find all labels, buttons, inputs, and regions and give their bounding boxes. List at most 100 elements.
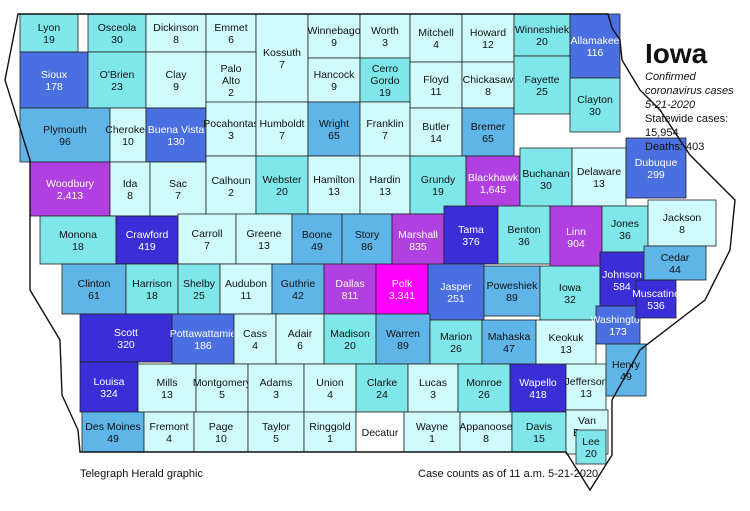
county-case-count: 7 [279,59,285,71]
county-name: Clay [165,69,187,81]
county-case-count: 1 [429,433,435,445]
county-shape [341,213,393,267]
county-name: Carroll [192,228,223,240]
county-name: Hamilton [313,174,355,186]
county-name: Muscatine [632,288,680,300]
county-name: Sioux [41,69,68,81]
county-name: Emmet [214,22,247,34]
county-case-count: 65 [328,130,340,142]
county-name: Blackhawk [468,172,519,184]
county-case-count: 19 [432,186,444,198]
county-name: Union [316,377,344,389]
county-case-count: 24 [376,389,388,401]
county-shape [323,313,377,365]
graphic-credit: Telegraph Herald graphic [80,468,203,480]
map-title: Iowa [645,38,708,69]
county-name: Osceola [98,22,137,34]
county-shape [307,57,361,103]
county-case-count: 2 [228,87,234,99]
county-name: Benton [507,224,540,236]
county-shape [255,13,309,103]
county-case-count: 36 [619,230,631,242]
county-name: Henry [612,359,641,371]
county-name: Kossuth [263,47,301,59]
county-name: Chickasaw [463,74,514,86]
county-shape [427,263,485,321]
county-case-count: 32 [564,294,576,306]
county-name: Butler [422,121,450,133]
county-case-count: 26 [478,389,490,401]
county-case-count: 8 [679,224,685,236]
county-shape [483,265,541,317]
county-case-count: 47 [503,343,515,355]
county-name: Worth [371,25,399,37]
county-name: Tama [458,224,484,236]
county-case-count: 584 [613,281,631,293]
statewide-cases: Statewide cases: 15,954 [645,113,729,139]
county-name: Hancock [314,69,356,81]
county-case-count: 25 [193,290,205,302]
county-case-count: 1 [327,433,333,445]
county-name: Lucas [419,377,447,389]
county-name: Adams [260,377,293,389]
county-case-count: 19 [43,34,55,46]
county-name: Greene [246,228,281,240]
county-case-count: 324 [100,388,118,400]
county-case-count: 15 [533,433,545,445]
county-case-count: 12 [482,39,494,51]
county-name: Linn [566,226,586,238]
county-name: Madison [330,328,370,340]
county-name: Jackson [663,212,702,224]
county-shape [79,361,139,413]
county-case-count: 7 [175,190,181,202]
county-case-count: 4 [166,433,172,445]
county-shape [19,51,89,109]
county-case-count: 30 [589,106,601,118]
county-shape [61,263,127,315]
county-name: Sac [169,178,187,190]
county-shape [461,107,515,157]
county-name: Ringgold [309,421,351,433]
county-case-count: 13 [161,389,173,401]
county-case-count: 13 [560,344,572,356]
county-case-count: 61 [88,290,100,302]
county-shape [459,411,513,453]
county-name: Des Moines [85,421,140,433]
county-case-count: 904 [567,238,585,250]
county-name: Jones [611,218,639,230]
county-name: Montgomery [193,377,252,389]
county-name: Calhoun [211,175,250,187]
county-case-count: 811 [342,290,359,302]
county-name: Taylor [262,421,291,433]
county-case-count: 173 [609,326,627,338]
subtitle-date: 5-21-2020 [645,99,696,111]
county-case-count: 9 [173,81,179,93]
county-case-count: 26 [450,343,462,355]
county-shape [307,101,361,157]
